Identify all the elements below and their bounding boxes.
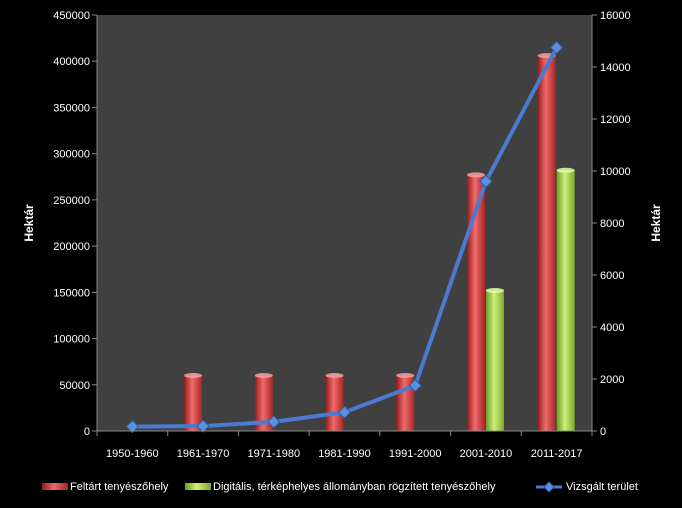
y-right-tick-label: 6000 [600, 270, 624, 282]
y-left-tick-label: 250000 [53, 195, 90, 207]
x-tick-label: 2011-2017 [531, 448, 583, 460]
y-right-tick-label: 8000 [600, 218, 624, 230]
y-left-axis-title: Hektár [22, 204, 36, 242]
point-vizsgalt-terulet-2011-2017 [549, 40, 564, 55]
x-tick-label: 1991-2000 [389, 448, 442, 460]
legend-marker-vizsgalt-terulet [543, 481, 555, 493]
y-left-tick-label: 400000 [53, 56, 90, 68]
bar-cap-feltart-1981-1990 [325, 373, 344, 379]
bar-feltart-2001-2010 [466, 174, 485, 431]
bar-feltart-1981-1990 [325, 375, 344, 431]
y-left-tick-label: 50000 [59, 380, 90, 392]
bar-cap-feltart-1991-2000 [396, 373, 415, 379]
y-right-tick-label: 10000 [600, 166, 631, 178]
x-tick-label: 1971-1980 [247, 448, 300, 460]
bar-cap-digitalis-2011-2017 [556, 167, 575, 173]
y-right-tick-label: 16000 [600, 10, 631, 22]
y-left-tick-label: 100000 [53, 334, 90, 346]
y-left-tick-label: 350000 [53, 102, 90, 114]
y-left-tick-label: 200000 [53, 241, 90, 253]
legend-swatch-digitalis [185, 483, 211, 490]
y-right-tick-label: 4000 [600, 322, 624, 334]
legend-label-feltart: Feltárt tenyészőhely [70, 481, 169, 493]
legend-label-digitalis: Digitális, térképhelyes állományban rögz… [213, 481, 496, 493]
y-left-tick-label: 0 [84, 426, 90, 438]
bar-digitalis-2001-2010 [485, 290, 504, 431]
x-tick-label: 2001-2010 [460, 448, 513, 460]
y-right-tick-label: 14000 [600, 62, 631, 74]
legend-swatch-feltart [42, 483, 68, 490]
x-tick-label: 1950-1960 [106, 448, 159, 460]
y-right-tick-label: 2000 [600, 374, 624, 386]
y-right-axis-title: Hektár [649, 204, 663, 242]
point-vizsgalt-terulet-1971-1980 [267, 415, 281, 429]
point-vizsgalt-terulet-1981-1990 [337, 405, 352, 419]
y-left-tick-label: 300000 [53, 149, 90, 161]
x-tick-label: 1981-1990 [318, 448, 371, 460]
y-right-tick-label: 12000 [600, 114, 631, 126]
y-left-tick-label: 450000 [53, 10, 90, 22]
bar-feltart-2011-2017 [537, 55, 556, 431]
y-left-tick-label: 150000 [53, 287, 90, 299]
y-right-tick-label: 0 [600, 426, 606, 438]
point-vizsgalt-terulet-1991-2000 [408, 378, 422, 393]
bar-cap-digitalis-2001-2010 [485, 287, 504, 293]
bar-cap-feltart-2001-2010 [466, 172, 485, 178]
point-vizsgalt-terulet-1950-1960 [125, 419, 140, 434]
legend-label-vizsgalt-terulet: Vizsgált terület [566, 481, 638, 493]
point-vizsgalt-terulet-2001-2010 [479, 174, 493, 189]
bar-feltart-1971-1980 [254, 375, 273, 431]
bar-digitalis-2011-2017 [556, 170, 575, 431]
x-tick-label: 1961-1970 [177, 448, 230, 460]
bar-cap-feltart-1961-1970 [184, 373, 203, 379]
bar-cap-feltart-1971-1980 [254, 373, 273, 379]
point-vizsgalt-terulet-1961-1970 [196, 419, 210, 433]
plot-area [97, 15, 592, 431]
bar-feltart-1961-1970 [184, 375, 203, 431]
